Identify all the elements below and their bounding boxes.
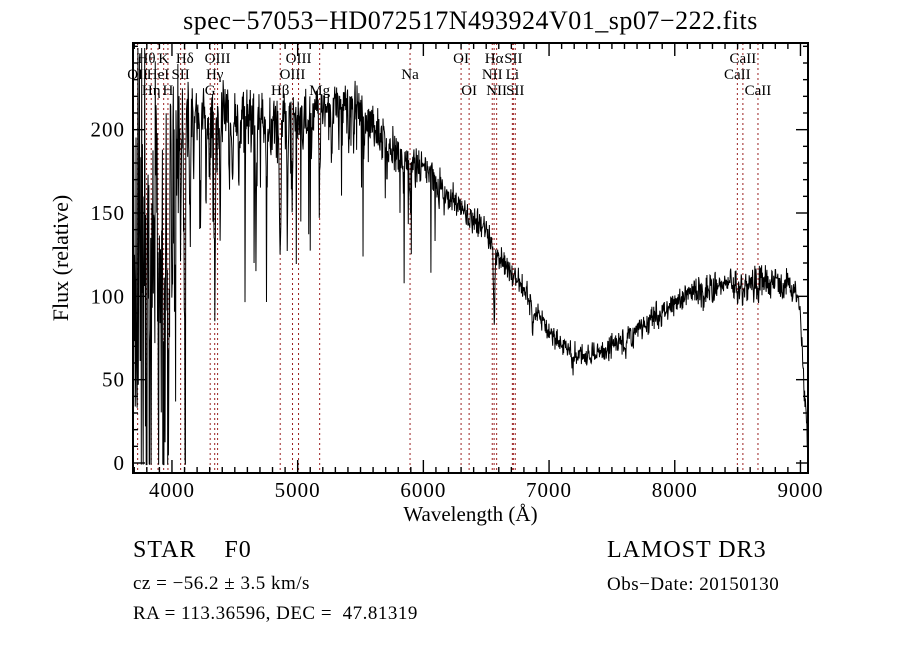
plot-border [132,42,809,474]
spectral-line-label: OI [461,83,477,99]
y-axis-label: Flux (relative) [48,195,73,321]
spectral-line-label: SII [171,67,189,83]
y-tick-label: 50 [102,368,125,392]
spectral-line-label: CaII [730,51,757,67]
spectral-line-label: OIII [205,51,231,67]
radec-text: RA = 113.36596, DEC = 47.81319 [133,603,418,624]
spectral-line-label: Hγ [206,67,224,83]
x-tick-label: 4000 [149,478,195,502]
obsdate-text: Obs−Date: 20150130 [607,574,780,595]
spectral-line-label: Hβ [271,83,289,99]
classification-text: STAR F0 [133,537,252,563]
y-tick-label: 100 [91,284,126,308]
x-tick-label: 8000 [652,478,698,502]
spectral-line-label: CaII [745,83,772,99]
spectral-line-label: H [163,83,174,99]
x-tick-label: 5000 [275,478,321,502]
cz-text: cz = −56.2 ± 3.5 km/s [133,573,310,594]
y-tick-label: 150 [91,201,126,225]
spectral-line-label: G [205,83,216,99]
spectral-line-label: Li [506,67,519,83]
x-tick-label: 9000 [777,478,823,502]
x-tick-label: 7000 [526,478,572,502]
spectral-line-label: OIII [280,67,306,83]
spectral-line-label: Hη [142,83,161,99]
spectral-line-label: SII [504,51,522,67]
y-tick-label: 0 [114,451,126,475]
spectral-line-label: OIII [286,51,312,67]
spectral-line-label: Na [401,67,419,83]
plot-title: spec−57053−HD072517N493924V01_sp07−222.f… [183,6,758,35]
tick-labels: 4000 5000 6000 7000 8000 9000 0 50 100 150 200 [91,118,823,502]
spectral-line-label: Hα [485,51,504,67]
spectral-line-markers [137,43,759,473]
spectral-line-label: NII [486,83,507,99]
x-tick-label: 6000 [400,478,446,502]
survey-text: LAMOST DR3 [607,537,767,563]
spectral-line-label: SII [506,83,524,99]
spectral-line-label: CaII [724,67,751,83]
spectrum-trace [132,47,809,466]
spectral-line-label: NII [482,67,503,83]
spectral-line-label: Mg [309,83,330,99]
x-axis-label: Wavelength (Å) [403,502,537,526]
spectral-line-label: Hθ [138,51,156,67]
spectral-line-label: HeI [147,67,170,83]
y-tick-label: 200 [91,118,126,142]
spectral-line-label: K [158,51,169,67]
spectral-line-label: Hδ [176,51,194,67]
spectral-line-label: OI [453,51,469,67]
